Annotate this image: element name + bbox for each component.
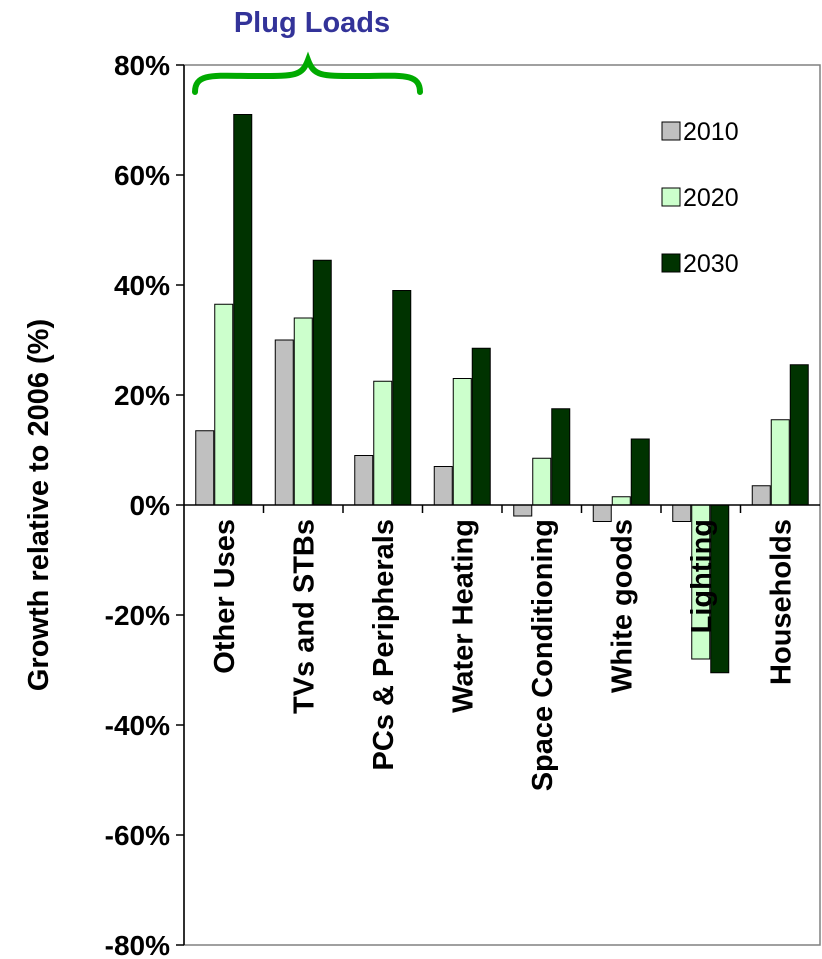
legend-label: 2020 (683, 184, 739, 212)
bar-2030-5 (630, 438, 650, 506)
legend: 2010 2020 2030 (661, 118, 739, 278)
bar-2020-3 (452, 378, 472, 506)
y-tick-label: -80% (105, 930, 170, 959)
plug-loads-label: Plug Loads (234, 7, 390, 39)
bar-2020-1 (293, 317, 313, 506)
category-label: Lighting (686, 519, 718, 633)
bar-2020-0 (214, 303, 234, 506)
bar-2010-0 (195, 430, 215, 506)
category-label: Other Uses (209, 519, 241, 674)
category-label: White goods (606, 519, 638, 693)
category-label: Space Conditioning (527, 519, 559, 791)
bar-2020-2 (373, 380, 393, 506)
y-axis-title: Growth relative to 2006 (%) (23, 319, 55, 691)
legend-swatch-2030 (661, 253, 681, 273)
y-tick-label: 80% (114, 50, 170, 81)
bar-2010-4 (513, 504, 533, 517)
bar-2010-7 (751, 485, 771, 506)
y-tick-label: 40% (114, 270, 170, 301)
y-tick-label: -60% (105, 820, 170, 851)
bar-2030-3 (471, 347, 491, 506)
plug-loads-annotation: Plug Loads (192, 7, 423, 95)
category-label: PCs & Peripherals (368, 519, 400, 770)
legend-label: 2010 (683, 118, 739, 146)
bar-2030-0 (233, 114, 253, 506)
y-tick-label: -40% (105, 710, 170, 741)
y-tick-label: -20% (105, 600, 170, 631)
bar-2010-2 (354, 455, 374, 506)
bar-2030-7 (789, 364, 809, 506)
y-tick-label: 60% (114, 160, 170, 191)
legend-swatch-2020 (661, 187, 681, 207)
category-label: Households (765, 519, 797, 685)
y-tick-label: 20% (114, 380, 170, 411)
bar-2020-5 (611, 496, 631, 506)
plug-loads-brace (192, 51, 423, 95)
bar-2010-3 (433, 466, 453, 506)
bar-2010-1 (274, 339, 294, 506)
legend-swatch-2010 (661, 121, 681, 141)
category-label: Water Heating (447, 519, 479, 713)
bar-2020-4 (532, 457, 552, 506)
axes-layer: 80% 60% 40% 20% 0% -20% -40% -60% -80% (105, 50, 820, 959)
category-label: TVs and STBs (288, 519, 320, 714)
bar-2030-2 (392, 290, 412, 506)
bar-2030-4 (551, 408, 571, 506)
legend-label: 2030 (683, 250, 739, 278)
y-tick-label: 0% (130, 490, 171, 521)
bars-layer (195, 114, 809, 674)
category-labels: Other Uses TVs and STBs PCs & Peripherals W… (209, 519, 798, 791)
bar-2030-1 (312, 259, 332, 506)
bar-2020-7 (770, 419, 790, 506)
